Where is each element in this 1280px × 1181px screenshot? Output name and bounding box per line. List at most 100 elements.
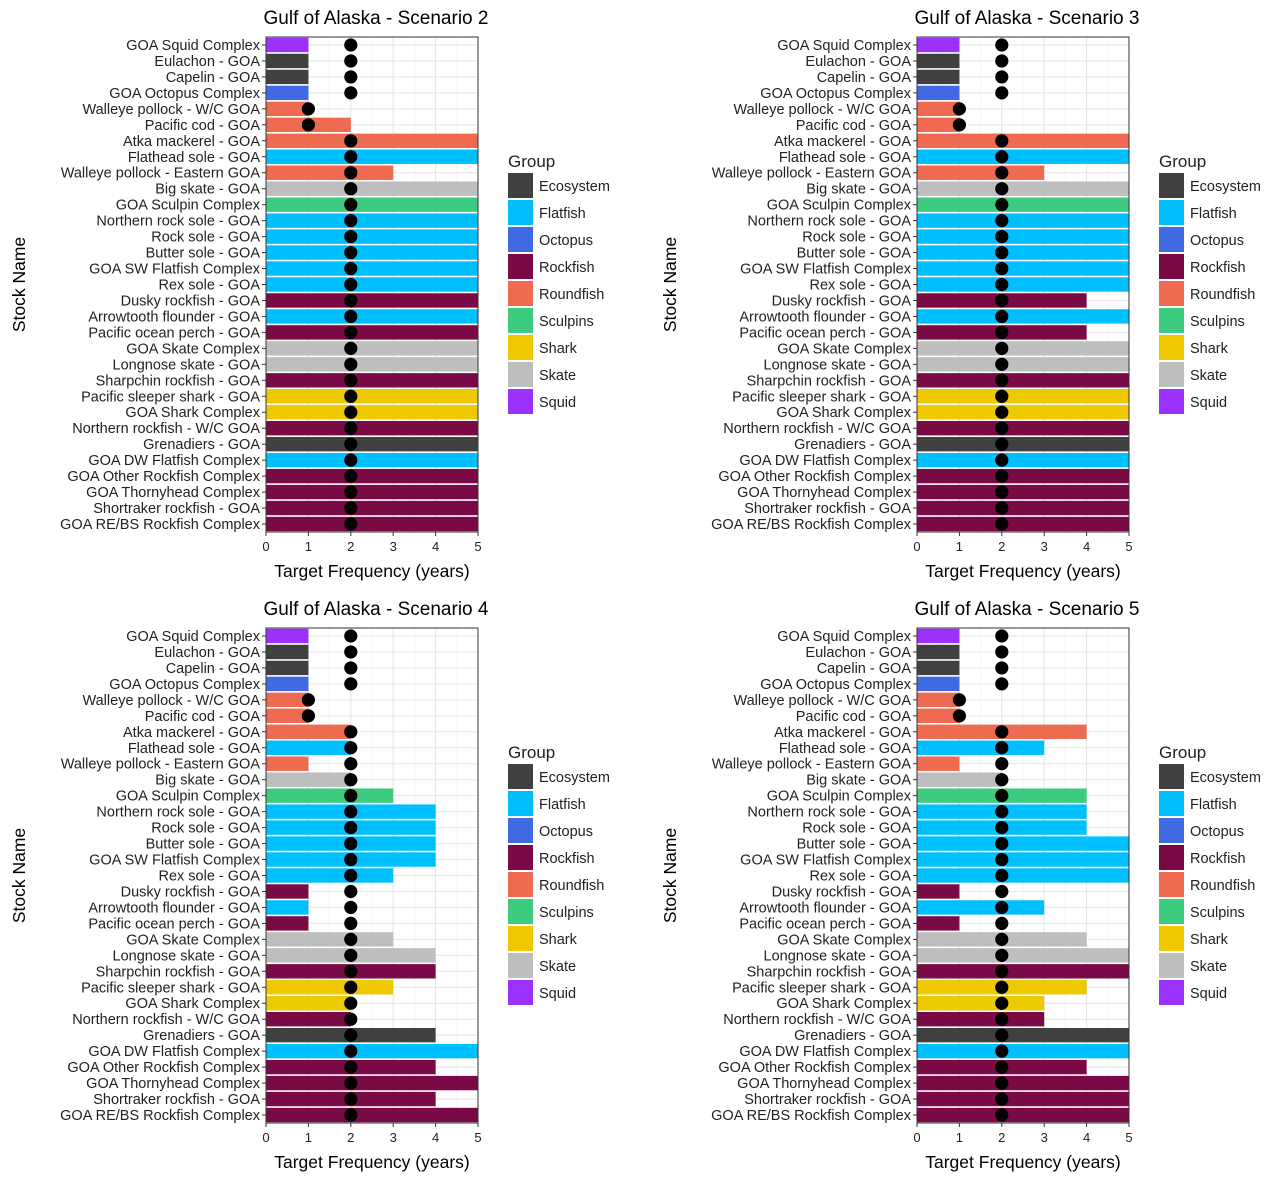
chart-title: Gulf of Alaska - Scenario 2 [264,8,489,29]
y-tick-label: GOA Shark Complex [125,996,260,1012]
target-point [995,261,1009,276]
target-point [344,884,358,899]
y-tick-label: Walleye pollock - Eastern GOA [712,757,912,773]
y-tick-label: Big skate - GOA [155,182,260,198]
target-point [995,325,1009,340]
target-point [344,820,358,835]
y-tick-label: GOA SW Flatfish Complex [89,262,261,278]
legend-key-sculpins [1159,899,1184,924]
y-tick-label: Rex sole - GOA [158,869,260,885]
y-tick-label: Shortraker rockfish - GOA [93,501,260,517]
bar [266,724,351,739]
legend-label: Rockfish [539,260,595,276]
y-tick-label: Sharpchin rockfish - GOA [96,964,261,980]
bar [917,948,1129,963]
legend-label: Squid [539,986,576,1002]
y-tick-label: Pacific sleeper shark - GOA [732,980,911,996]
legend-key-ecosystem [508,764,533,789]
y-tick-label: Pacific sleeper shark - GOA [81,389,260,405]
legend-label: Squid [1190,395,1227,411]
y-tick-label: Sharpchin rockfish - GOA [747,964,912,980]
x-tick-label: 2 [347,539,354,554]
bar [917,389,1129,404]
x-tick-label: 4 [1083,539,1090,554]
target-point [995,948,1009,962]
bar [917,852,1129,867]
y-tick-label: Arrowtooth flounder - GOA [88,309,260,325]
target-point [344,741,358,755]
target-point [995,86,1009,100]
legend-key-flatfish [1159,791,1184,816]
target-point [301,118,315,132]
y-tick-label: Arrowtooth flounder - GOA [88,900,260,916]
bar [917,261,1129,276]
bar [266,932,394,947]
target-point [344,996,358,1010]
bar [917,692,960,708]
bar [917,197,1129,212]
legend-key-rockfish [1159,254,1184,279]
target-point [344,373,358,387]
target-point [952,102,966,116]
y-tick-label: GOA Thornyhead Complex [86,1076,261,1092]
bar [917,772,1002,787]
y-tick-label: Rock sole - GOA [151,821,260,837]
y-tick-label: Capelin - GOA [166,661,261,677]
bar [917,277,1129,292]
y-tick-label: Longnose skate - GOA [113,357,261,373]
y-tick-label: GOA Thornyhead Complex [86,485,261,501]
x-tick-label: 2 [998,539,1005,554]
target-point [344,980,358,994]
bar [266,900,309,915]
bar [266,452,478,468]
bar [917,117,960,133]
y-tick-label: Pacific ocean perch - GOA [88,916,260,932]
y-tick-label: Grenadiers - GOA [794,1028,911,1044]
target-point [344,469,358,483]
legend-label: Sculpins [1190,314,1245,330]
bar [266,1107,478,1123]
y-tick-label: Pacific sleeper shark - GOA [81,980,260,996]
bar [917,69,960,85]
legend-key-octopus [508,818,533,843]
legend-key-rockfish [1159,845,1184,870]
legend-key-skate [508,362,533,387]
y-tick-label: Capelin - GOA [166,70,261,86]
bar [917,660,960,676]
target-point [995,1108,1009,1122]
legend-key-sculpins [1159,308,1184,333]
legend-key-shark [1159,926,1184,951]
legend-label: Ecosystem [539,179,610,195]
target-point [995,852,1009,867]
y-tick-label: Longnose skate - GOA [764,357,912,373]
target-point [995,373,1009,387]
bar [266,213,478,228]
legend-label: Flatfish [1190,797,1237,813]
bar [917,628,960,644]
legend-label: Octopus [1190,824,1244,840]
y-tick-label: Rex sole - GOA [158,278,260,294]
target-point [344,1044,358,1058]
y-tick-label: GOA DW Flatfish Complex [739,1044,911,1060]
target-point [995,820,1009,835]
target-point [344,485,358,499]
target-point [995,389,1009,403]
legend-title: Group [1159,743,1206,762]
legend-key-roundfish [1159,281,1184,306]
bar [917,229,1129,244]
bar [917,500,1129,516]
legend-label: Shark [539,932,578,948]
target-point [995,293,1009,308]
target-point [344,645,358,659]
y-tick-label: Pacific ocean perch - GOA [88,325,260,341]
legend-label: Roundfish [1190,287,1255,303]
legend-key-roundfish [508,281,533,306]
y-tick-label: Northern rockfish - W/C GOA [723,421,911,437]
bar [266,1075,478,1091]
target-point [344,501,358,515]
legend-label: Flatfish [539,797,586,813]
x-tick-label: 0 [262,539,269,554]
target-point [344,261,358,276]
